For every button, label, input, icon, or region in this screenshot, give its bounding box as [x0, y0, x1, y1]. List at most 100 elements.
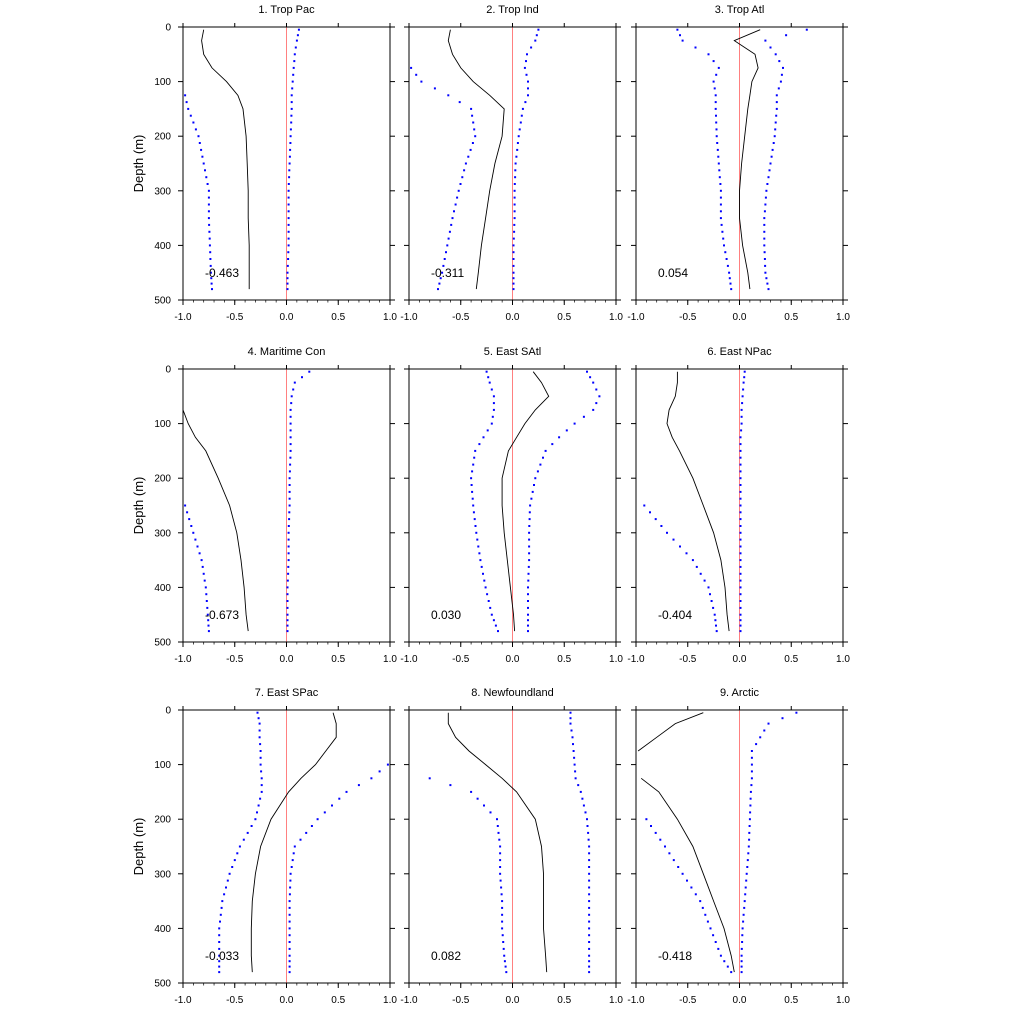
x-tick-label: 0.0	[280, 654, 294, 665]
series-dot	[768, 169, 771, 172]
series-dot	[739, 619, 742, 622]
series-dot	[519, 121, 522, 124]
series-dot	[699, 572, 702, 575]
y-tick-label: 100	[154, 77, 171, 88]
series-dot	[755, 743, 758, 746]
series-dot	[528, 525, 531, 527]
series-dot	[719, 196, 722, 199]
series-dot	[288, 504, 291, 507]
series-dot	[289, 879, 292, 882]
series-dot	[595, 402, 598, 405]
panel-data	[218, 711, 389, 974]
series-dot	[739, 497, 742, 500]
panel-7: 7. East SPac -1.0 -0.5 0.0 0.5 1.0 0 100 200 300 4…	[131, 687, 397, 1006]
series-dot	[204, 169, 206, 172]
series-dot	[471, 497, 474, 500]
series-dot	[763, 210, 766, 213]
series-dot	[572, 743, 574, 746]
series-dot	[472, 121, 475, 124]
series-dot	[763, 223, 766, 226]
series-dot	[722, 237, 725, 240]
series-dot	[259, 763, 262, 766]
series-dot	[185, 101, 188, 104]
panel-1: 1. Trop Pac -1.0 -0.5 0.0 0.5 1.0 0 100 200 300 40…	[131, 4, 397, 323]
series-dot	[587, 838, 590, 841]
series-dot	[218, 971, 221, 974]
series-dot	[706, 920, 709, 923]
series-dot	[345, 790, 348, 793]
series-dot	[712, 80, 715, 83]
series-dot	[586, 825, 589, 827]
series-dot	[184, 504, 187, 507]
series-dot	[260, 790, 263, 793]
series-dot	[710, 600, 713, 602]
series-dot	[739, 593, 742, 596]
series-dot	[287, 244, 290, 247]
series-dot	[588, 859, 591, 862]
series-dot	[785, 34, 788, 37]
series-dot	[739, 559, 742, 562]
series-dot	[218, 927, 221, 930]
series-dot	[202, 572, 205, 575]
series-dot	[712, 60, 715, 63]
series-dot	[474, 525, 477, 527]
series-dot	[256, 811, 258, 814]
series-dot	[286, 600, 289, 602]
series-dot	[201, 565, 204, 568]
x-tick-label: 1.0	[836, 654, 850, 665]
x-tick-label: 0.5	[331, 654, 345, 665]
series-dot	[485, 370, 488, 373]
series-dot	[293, 845, 296, 848]
panel-data	[410, 28, 540, 291]
series-dot	[586, 370, 588, 373]
series-dot	[707, 586, 710, 589]
series-dot	[208, 230, 211, 233]
series-dot	[719, 183, 722, 185]
series-dot	[205, 593, 208, 596]
series-dot	[780, 73, 783, 76]
series-dot	[198, 552, 201, 555]
series-dot	[231, 866, 234, 868]
series-dot	[527, 613, 529, 616]
series-dot	[491, 415, 494, 418]
panel-title: 1. Trop Pac	[258, 4, 315, 16]
series-dot	[763, 729, 766, 732]
series-dot	[530, 497, 533, 500]
series-dot	[289, 148, 292, 151]
y-tick-label: 200	[154, 815, 171, 826]
series-dot	[290, 395, 293, 398]
panel-data	[183, 370, 311, 633]
series-dot	[588, 913, 591, 916]
series-dot	[292, 73, 295, 76]
series-dot	[438, 282, 441, 285]
series-dot	[500, 886, 503, 889]
series-dot	[218, 965, 221, 968]
series-dot	[489, 811, 492, 814]
series-dot	[287, 552, 290, 555]
series-dot	[512, 277, 515, 280]
panel-title: 8. Newfoundland	[471, 687, 554, 699]
series-dot	[439, 277, 442, 280]
series-dot	[196, 545, 199, 548]
series-dot	[586, 818, 588, 821]
series-dot	[719, 189, 722, 192]
y-tick-label: 300	[154, 528, 171, 539]
series-line	[201, 29, 250, 290]
series-dot	[310, 825, 313, 827]
series-dot	[286, 271, 289, 274]
series-dot	[288, 470, 291, 473]
series-dot	[766, 183, 769, 185]
series-dot	[773, 135, 776, 138]
series-dot	[749, 797, 752, 800]
series-dot	[746, 866, 749, 868]
series-dot	[450, 223, 453, 226]
series-dot	[483, 804, 485, 807]
series-dot	[219, 920, 221, 923]
series-dot	[516, 142, 519, 144]
series-dot	[588, 965, 591, 968]
series-dot	[712, 606, 715, 609]
series-dot	[750, 750, 753, 752]
series-dot	[723, 244, 725, 247]
series-dot	[717, 947, 720, 950]
series-dot	[288, 176, 291, 179]
